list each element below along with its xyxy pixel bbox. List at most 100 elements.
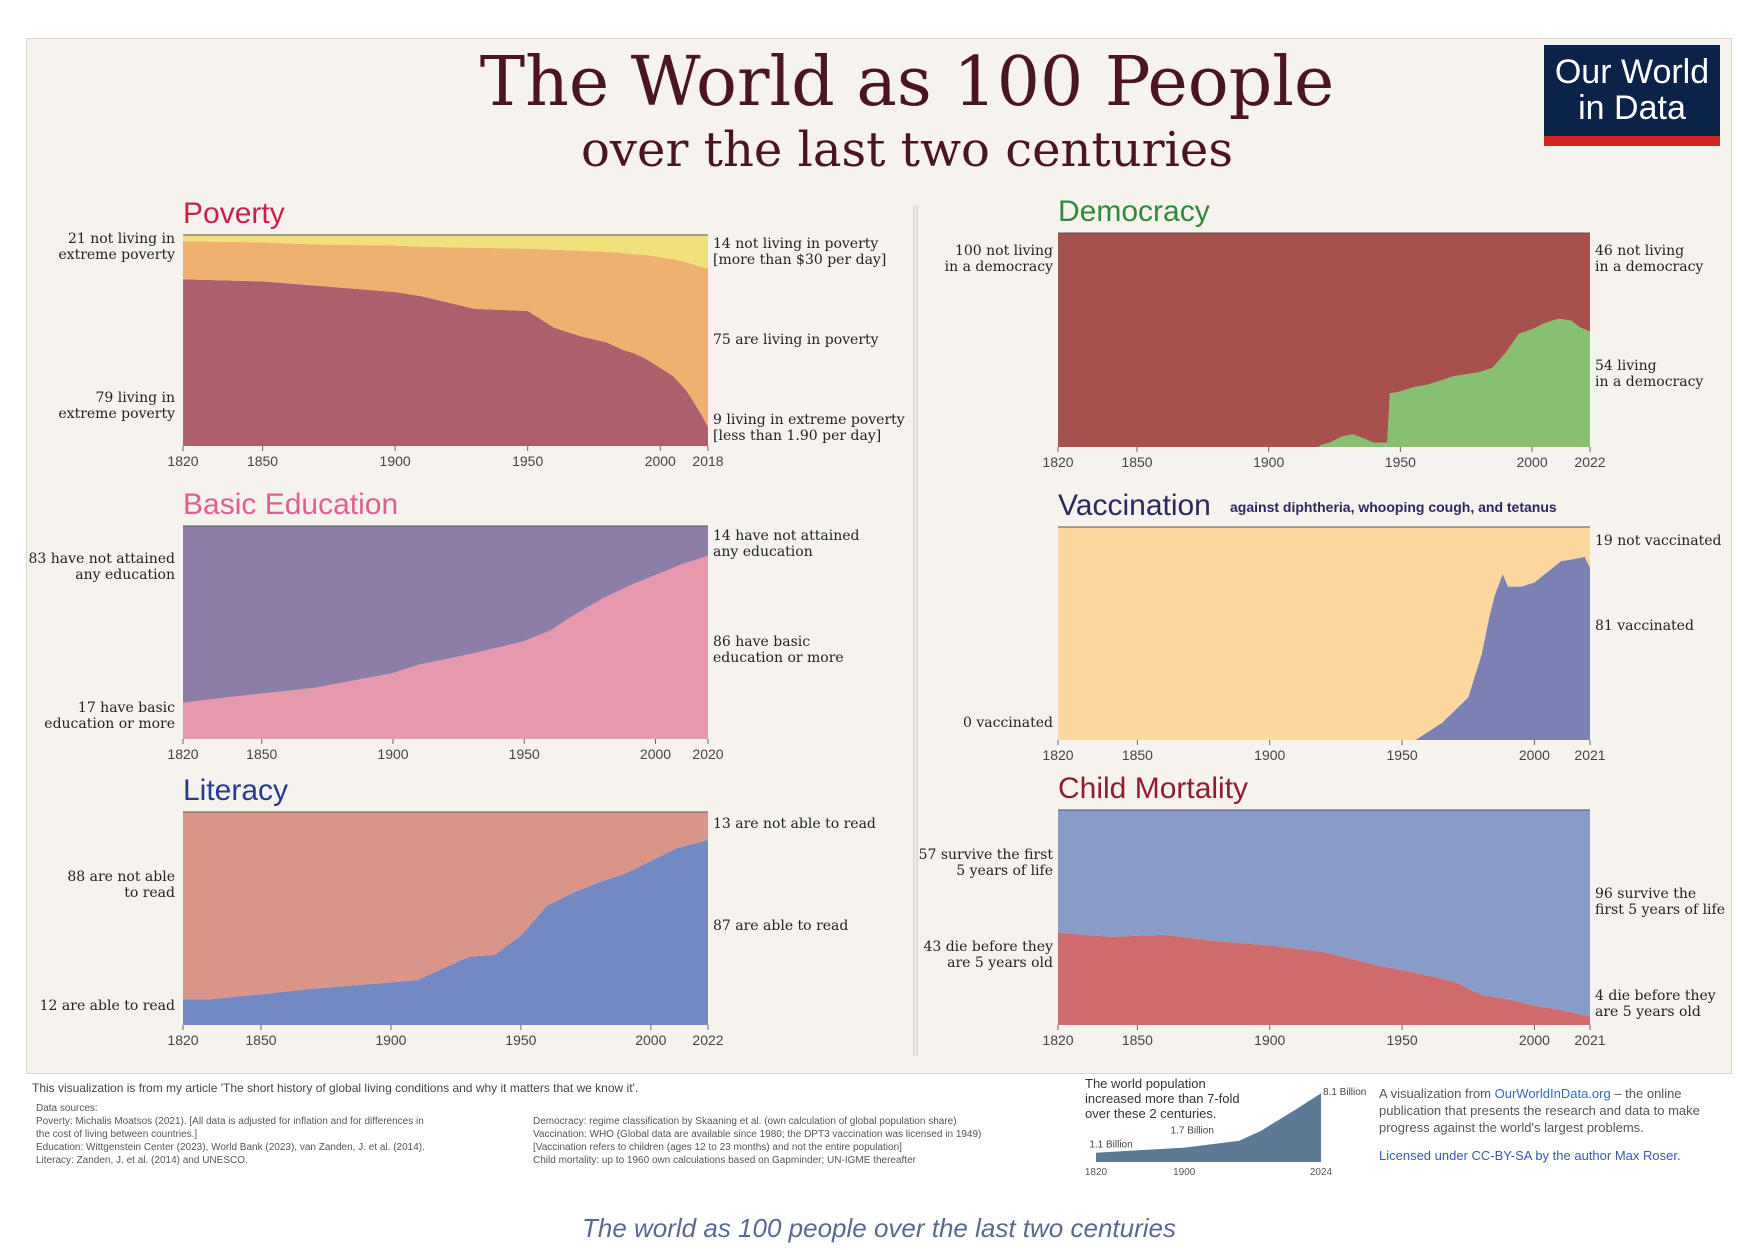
area-series-0 [1058,556,1590,740]
x-tick-label: 1900 [375,1032,406,1048]
x-tick-label: 1900 [1253,454,1284,470]
x-tick-label: 2000 [635,1032,666,1048]
x-tick-label: 1950 [1385,454,1416,470]
right-annotation: 75 are living in poverty [713,332,879,348]
footer-sources-left: Data sources: Poverty: Michalis Moatsos … [36,1102,425,1167]
source-line: Child mortality: up to 1960 own calculat… [533,1155,916,1166]
population-label: 1.7 Billion [1171,1126,1214,1137]
x-tick-label: 1820 [1042,747,1073,763]
x-tick-label: 2000 [640,746,671,762]
x-tick-label: 1950 [1387,1032,1418,1048]
left-annotation: 88 are not able to read [67,869,175,901]
right-annotation: 9 living in extreme poverty [less than 1.… [713,412,905,444]
chart-title: Vaccination [1058,489,1211,522]
population-x-tick: 1900 [1173,1167,1196,1178]
x-tick-label: 1900 [1254,747,1285,763]
source-line: the cost of living between countries.] [36,1129,198,1140]
source-line: Democracy: regime classification by Skaa… [533,1116,957,1127]
chart-title: Basic Education [183,488,398,521]
x-tick-label: 1850 [245,1032,276,1048]
x-tick-label: 1820 [167,453,198,469]
sources-title: Data sources: [36,1103,98,1114]
left-annotation: 21 not living in extreme poverty [58,231,175,263]
owid-prefix: A visualization from [1379,1086,1495,1101]
right-annotation: 14 not living in poverty [more than $30 p… [713,236,886,268]
x-tick-label: 2018 [692,453,723,469]
x-tick-label: 1950 [509,746,540,762]
right-annotation: 19 not vaccinated [1595,533,1721,549]
source-line: Education: Wittgenstein Center (2023), W… [36,1142,425,1153]
x-tick-label: 2021 [1574,747,1605,763]
logo-red-bar [1544,136,1720,146]
source-line: Vaccination: WHO (Global data are availa… [533,1129,982,1140]
x-tick-label: 1820 [1042,1032,1073,1048]
x-tick-label: 2020 [692,746,723,762]
main-title: The World as 100 People [480,43,1334,122]
x-tick-label: 1900 [1254,1032,1285,1048]
population-area [1096,1093,1321,1162]
main-subtitle: over the last two centuries [581,122,1233,178]
x-tick-label: 2022 [692,1032,723,1048]
logo-line2: in Data [1578,89,1686,127]
chart-title: Democracy [1058,195,1210,228]
footer-sources-right: Democracy: regime classification by Skaa… [533,1115,981,1167]
left-annotation: 43 die before they are 5 years old [923,939,1053,971]
x-tick-label: 1900 [377,746,408,762]
left-annotation: 17 have basic education or more [44,700,175,732]
source-line: Poverty: Michalis Moatsos (2021). [All d… [36,1116,424,1127]
area-series-2 [183,235,708,269]
right-annotation: 54 living in a democracy [1595,358,1703,390]
right-annotation: 96 survive the first 5 years of life [1595,886,1725,918]
chart-title: Poverty [183,197,285,230]
owid-link[interactable]: OurWorldInData.org [1494,1086,1611,1101]
area-series-0 [1058,318,1590,447]
bottom-caption: The world as 100 people over the last tw… [581,1213,1176,1243]
chart-title: Literacy [183,774,288,807]
x-tick-label: 1850 [247,453,278,469]
area-series-1 [183,241,708,427]
x-tick-label: 1850 [1121,454,1152,470]
x-tick-label: 1820 [167,746,198,762]
x-tick-label: 1850 [1122,1032,1153,1048]
population-x-tick: 2024 [1310,1167,1333,1178]
area-series-0 [183,555,708,739]
area-series-0 [1058,932,1590,1025]
x-tick-label: 2000 [1516,454,1547,470]
x-tick-label: 1850 [246,746,277,762]
x-tick-label: 2000 [645,453,676,469]
population-title: The world population increased more than … [1085,1076,1240,1121]
right-annotation: 13 are not able to read [713,816,876,832]
left-annotation: 12 are able to read [40,998,175,1014]
area-series-1 [1058,810,1590,1017]
right-annotation: 46 not living in a democracy [1595,243,1703,275]
right-annotation: 87 are able to read [713,918,848,934]
x-tick-label: 1950 [1387,747,1418,763]
footer-article: This visualization is from my article 'T… [32,1081,639,1095]
left-annotation: 57 survive the first 5 years of life [919,847,1054,879]
population-x-tick: 1820 [1085,1167,1108,1178]
area-series-1 [183,812,708,1000]
x-tick-label: 2000 [1519,1032,1550,1048]
x-tick-label: 1950 [505,1032,536,1048]
chart-subtitle: against diphtheria, whooping cough, and … [1230,499,1557,515]
right-annotation: 81 vaccinated [1595,618,1694,634]
area-series-1 [1058,233,1590,447]
right-annotation: 14 have not attained any education [713,528,860,560]
population-label: 1.1 Billion [1089,1140,1132,1151]
x-tick-label: 2021 [1574,1032,1605,1048]
left-annotation: 83 have not attained any education [29,551,176,583]
right-annotation: 4 die before they are 5 years old [1595,988,1716,1020]
x-tick-label: 2000 [1519,747,1550,763]
logo-line1: Our World [1554,53,1710,91]
right-annotation: 86 have basic education or more [713,634,844,666]
left-annotation: 100 not living in a democracy [945,243,1053,275]
left-annotation: 79 living in extreme poverty [58,390,175,422]
x-tick-label: 1820 [1042,454,1073,470]
chart-title: Child Mortality [1058,772,1248,805]
footer-license[interactable]: Licensed under CC-BY-SA by the author Ma… [1379,1148,1681,1163]
x-tick-label: 1820 [167,1032,198,1048]
source-line: Literacy: Zanden, J. et al. (2014) and U… [36,1155,248,1166]
area-series-1 [1058,527,1590,740]
area-series-0 [183,279,708,446]
